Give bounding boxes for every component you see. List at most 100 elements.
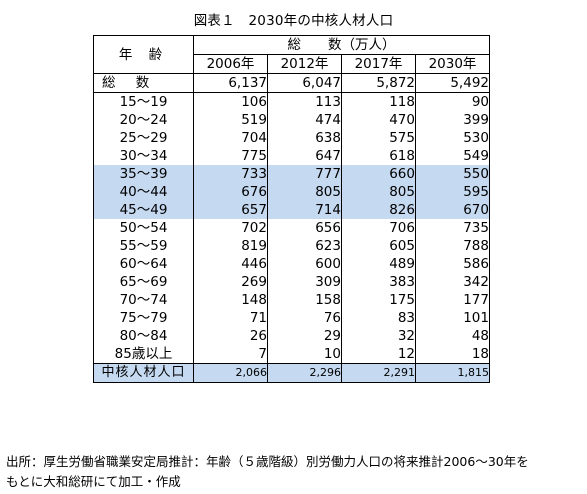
table-row: 75～79 71 76 83 101: [93, 309, 490, 327]
core-talent-value: 2,296: [267, 363, 342, 383]
cell-value: 605: [341, 237, 416, 255]
table-row: 25～29 704 638 575 530: [93, 129, 490, 147]
cell-value: 638: [267, 129, 342, 147]
cell-value: 101: [415, 309, 490, 327]
table-row-highlighted: 35～39 733 777 660 550: [93, 165, 490, 183]
table-row: 30～34 775 647 618 549: [93, 147, 490, 165]
cell-value: 158: [267, 291, 342, 309]
cell-value: 735: [415, 219, 490, 237]
total-row: 総 数 6,137 6,047 5,872 5,492: [93, 73, 490, 93]
cell-value: 383: [341, 273, 416, 291]
cell-value: 90: [415, 92, 490, 111]
cell-value: 113: [267, 92, 342, 111]
age-label: 25～29: [93, 129, 194, 147]
table-row: 60～64 446 600 489 586: [93, 255, 490, 273]
table-row: 15～19 106 113 118 90: [93, 92, 490, 111]
source-note: 出所：厚生労働省職業安定局推計：年齢（５歳階級）別労働力人口の将来推計2006～…: [6, 452, 586, 492]
cell-value: 309: [267, 273, 342, 291]
cell-value: 670: [415, 201, 490, 219]
cell-value: 714: [267, 201, 342, 219]
core-talent-value: 2,291: [341, 363, 416, 383]
cell-value: 702: [193, 219, 268, 237]
cell-value: 48: [415, 327, 490, 345]
cell-value: 71: [193, 309, 268, 327]
age-label: 40～44: [93, 183, 194, 201]
cell-value: 647: [267, 147, 342, 165]
cell-value: 83: [341, 309, 416, 327]
year-header: 2030年: [415, 54, 490, 74]
cell-value: 29: [267, 327, 342, 345]
cell-value: 10: [267, 345, 342, 364]
table-row: 65～69 269 309 383 342: [93, 273, 490, 291]
year-header: 2012年: [267, 54, 342, 74]
table-row-highlighted: 40～44 676 805 805 595: [93, 183, 490, 201]
cell-value: 474: [267, 111, 342, 129]
table-row: 20～24 519 474 470 399: [93, 111, 490, 129]
cell-value: 550: [415, 165, 490, 183]
table-row: 70～74 148 158 175 177: [93, 291, 490, 309]
age-label: 70～74: [93, 291, 194, 309]
cell-value: 618: [341, 147, 416, 165]
cell-value: 7: [193, 345, 268, 364]
age-label: 30～34: [93, 147, 194, 165]
cell-value: 399: [415, 111, 490, 129]
total-value: 5,492: [415, 73, 490, 93]
cell-value: 342: [415, 273, 490, 291]
age-column-header: 年 齢: [93, 35, 194, 74]
table-row: 50～54 702 656 706 735: [93, 219, 490, 237]
age-label: 45～49: [93, 201, 194, 219]
cell-value: 76: [267, 309, 342, 327]
cell-value: 826: [341, 201, 416, 219]
core-talent-label: 中核人材人口: [93, 363, 194, 383]
core-talent-value: 1,815: [415, 363, 490, 383]
cell-value: 470: [341, 111, 416, 129]
age-label: 20～24: [93, 111, 194, 129]
cell-value: 118: [341, 92, 416, 111]
cell-value: 819: [193, 237, 268, 255]
cell-value: 600: [267, 255, 342, 273]
age-label: 35～39: [93, 165, 194, 183]
age-label: 60～64: [93, 255, 194, 273]
cell-value: 657: [193, 201, 268, 219]
core-talent-value: 2,066: [193, 363, 268, 383]
cell-value: 777: [267, 165, 342, 183]
cell-value: 32: [341, 327, 416, 345]
cell-value: 704: [193, 129, 268, 147]
cell-value: 175: [341, 291, 416, 309]
cell-value: 656: [267, 219, 342, 237]
cell-value: 446: [193, 255, 268, 273]
cell-value: 26: [193, 327, 268, 345]
source-line-2: もとに大和総研にて加工・作成: [6, 474, 181, 489]
table-row: 55～59 819 623 605 788: [93, 237, 490, 255]
cell-value: 775: [193, 147, 268, 165]
cell-value: 530: [415, 129, 490, 147]
cell-value: 676: [193, 183, 268, 201]
table-row-highlighted: 45～49 657 714 826 670: [93, 201, 490, 219]
cell-value: 575: [341, 129, 416, 147]
total-group-header: 総 数（万人）: [193, 35, 490, 55]
cell-value: 586: [415, 255, 490, 273]
source-line-1: 出所：厚生労働省職業安定局推計：年齢（５歳階級）別労働力人口の将来推計2006～…: [6, 454, 529, 469]
cell-value: 595: [415, 183, 490, 201]
table-row: 85歳以上 7 10 12 18: [93, 345, 490, 364]
cell-value: 106: [193, 92, 268, 111]
total-value: 6,047: [267, 73, 342, 93]
age-label: 65～69: [93, 273, 194, 291]
age-label: 85歳以上: [93, 345, 194, 364]
cell-value: 805: [341, 183, 416, 201]
core-talent-row: 中核人材人口 2,066 2,296 2,291 1,815: [93, 363, 490, 383]
cell-value: 623: [267, 237, 342, 255]
age-label: 80～84: [93, 327, 194, 345]
table-caption: 図表１ 2030年の中核人材人口: [193, 13, 394, 29]
total-value: 6,137: [193, 73, 268, 93]
cell-value: 706: [341, 219, 416, 237]
table-row: 80～84 26 29 32 48: [93, 327, 490, 345]
age-label: 15～19: [93, 92, 194, 111]
cell-value: 489: [341, 255, 416, 273]
cell-value: 177: [415, 291, 490, 309]
age-label: 50～54: [93, 219, 194, 237]
cell-value: 733: [193, 165, 268, 183]
cell-value: 12: [341, 345, 416, 364]
year-header: 2017年: [341, 54, 416, 74]
cell-value: 269: [193, 273, 268, 291]
